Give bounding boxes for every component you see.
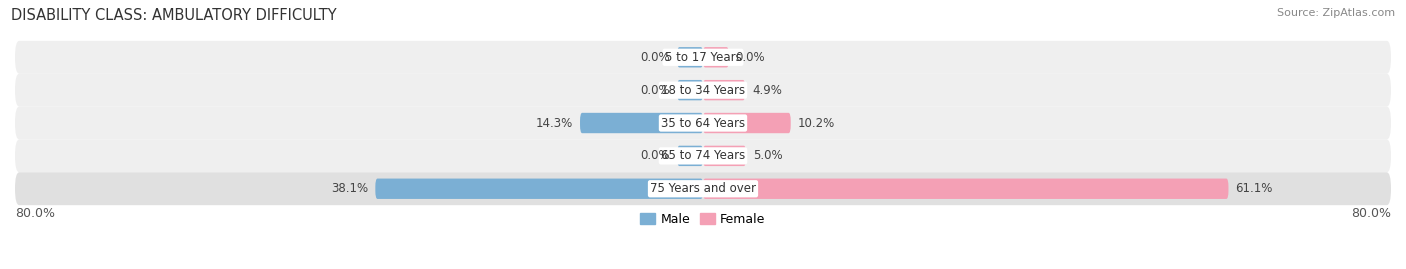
Text: 18 to 34 Years: 18 to 34 Years (661, 84, 745, 97)
Text: 10.2%: 10.2% (797, 116, 835, 129)
Text: 61.1%: 61.1% (1236, 182, 1272, 195)
Text: 0.0%: 0.0% (641, 149, 671, 162)
FancyBboxPatch shape (15, 172, 1391, 205)
Text: 38.1%: 38.1% (332, 182, 368, 195)
Text: 0.0%: 0.0% (641, 84, 671, 97)
FancyBboxPatch shape (703, 47, 728, 68)
FancyBboxPatch shape (15, 139, 1391, 172)
Text: 35 to 64 Years: 35 to 64 Years (661, 116, 745, 129)
FancyBboxPatch shape (15, 41, 1391, 74)
Text: 4.9%: 4.9% (752, 84, 782, 97)
FancyBboxPatch shape (678, 146, 703, 166)
FancyBboxPatch shape (703, 146, 747, 166)
FancyBboxPatch shape (678, 80, 703, 100)
Text: 5 to 17 Years: 5 to 17 Years (665, 51, 741, 64)
FancyBboxPatch shape (15, 107, 1391, 139)
Text: 75 Years and over: 75 Years and over (650, 182, 756, 195)
Text: 14.3%: 14.3% (536, 116, 574, 129)
Text: Source: ZipAtlas.com: Source: ZipAtlas.com (1277, 8, 1395, 18)
FancyBboxPatch shape (678, 47, 703, 68)
Legend: Male, Female: Male, Female (636, 208, 770, 231)
FancyBboxPatch shape (703, 179, 1229, 199)
Text: 80.0%: 80.0% (1351, 207, 1391, 220)
FancyBboxPatch shape (703, 113, 790, 133)
Text: DISABILITY CLASS: AMBULATORY DIFFICULTY: DISABILITY CLASS: AMBULATORY DIFFICULTY (11, 8, 337, 23)
FancyBboxPatch shape (375, 179, 703, 199)
FancyBboxPatch shape (581, 113, 703, 133)
Text: 0.0%: 0.0% (735, 51, 765, 64)
Text: 0.0%: 0.0% (641, 51, 671, 64)
FancyBboxPatch shape (15, 74, 1391, 107)
Text: 80.0%: 80.0% (15, 207, 55, 220)
Text: 65 to 74 Years: 65 to 74 Years (661, 149, 745, 162)
Text: 5.0%: 5.0% (752, 149, 783, 162)
FancyBboxPatch shape (703, 80, 745, 100)
